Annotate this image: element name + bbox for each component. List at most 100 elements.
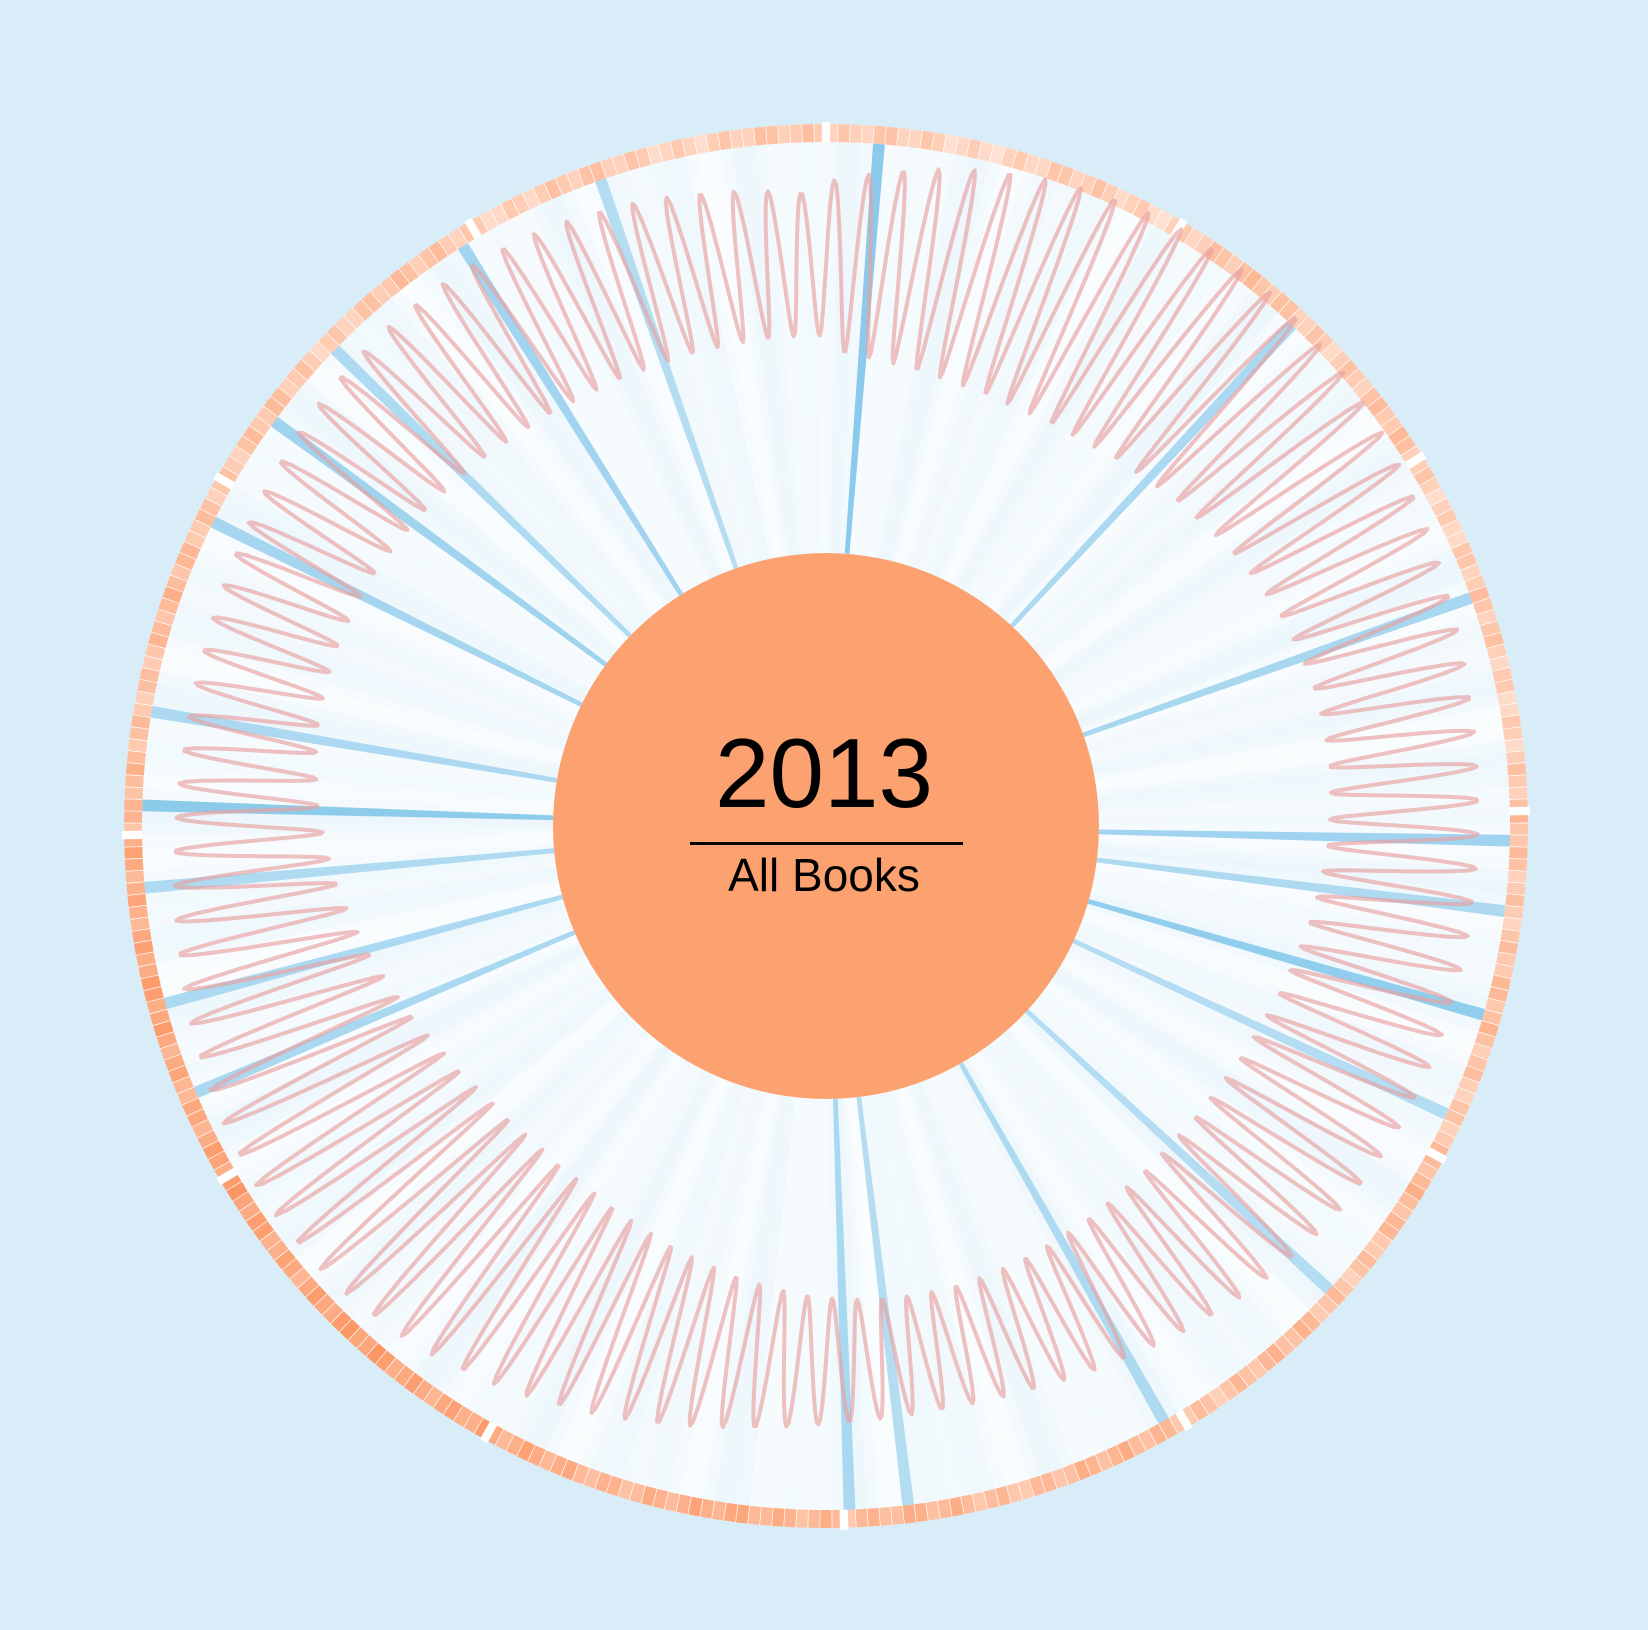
day-wedge bbox=[343, 1019, 637, 1319]
ring-segment bbox=[361, 291, 383, 313]
ring-segment bbox=[125, 870, 145, 883]
ring-segment bbox=[199, 498, 222, 517]
day-wedge bbox=[428, 262, 672, 604]
ring-segment bbox=[902, 1504, 917, 1524]
ring-segment bbox=[380, 276, 401, 298]
ring-segment bbox=[469, 215, 488, 237]
day-wedge bbox=[143, 764, 555, 807]
day-wedge bbox=[1054, 971, 1405, 1202]
ring-segment bbox=[555, 173, 573, 195]
ring-segment bbox=[1503, 726, 1523, 741]
ring-segment bbox=[348, 1327, 369, 1349]
ring-segment bbox=[223, 456, 245, 476]
ring-segment bbox=[1325, 1285, 1347, 1306]
ring-segment bbox=[1416, 1161, 1438, 1181]
ring-segment bbox=[464, 1412, 483, 1434]
day-wedge bbox=[907, 1085, 1041, 1480]
peak-bar bbox=[144, 848, 555, 894]
ring-segment bbox=[267, 1240, 289, 1261]
day-wedge bbox=[1086, 903, 1482, 1032]
day-wedge bbox=[438, 255, 676, 602]
day-wedge bbox=[208, 943, 582, 1130]
ring-segment bbox=[1507, 762, 1527, 776]
peak-bar bbox=[163, 894, 563, 1010]
ring-segment bbox=[484, 1423, 504, 1446]
day-wedge bbox=[1097, 764, 1509, 807]
ring-segment bbox=[1000, 147, 1017, 168]
ring-segment bbox=[1453, 1087, 1475, 1105]
day-wedge bbox=[1043, 987, 1378, 1240]
ring-segment bbox=[527, 1445, 546, 1467]
day-wedge bbox=[1097, 852, 1507, 906]
ring-segment bbox=[194, 508, 216, 528]
month-gap bbox=[1174, 1408, 1193, 1432]
day-wedge bbox=[144, 848, 555, 894]
ring-segment bbox=[214, 1161, 236, 1181]
outer-ring bbox=[122, 122, 1530, 1530]
ring-segment bbox=[778, 124, 791, 144]
day-wedge bbox=[153, 876, 559, 964]
day-wedge bbox=[173, 908, 568, 1043]
month-gap bbox=[213, 472, 237, 491]
ring-segment bbox=[252, 1221, 275, 1241]
day-wedge bbox=[1080, 581, 1469, 733]
ring-segment bbox=[1291, 1319, 1313, 1340]
ring-segment bbox=[126, 750, 146, 764]
day-wedge bbox=[879, 1092, 973, 1497]
ring-segment bbox=[1508, 775, 1527, 788]
ring-segment bbox=[589, 161, 606, 183]
day-wedge bbox=[895, 164, 1013, 564]
ring-segment bbox=[861, 124, 874, 144]
month-gap bbox=[821, 122, 831, 145]
ring-segment bbox=[1497, 691, 1518, 706]
ring-segment bbox=[423, 1386, 443, 1408]
ring-segment bbox=[1179, 1405, 1199, 1428]
ring-segment bbox=[1500, 928, 1520, 943]
ring-segment bbox=[151, 620, 172, 637]
day-wedge bbox=[155, 880, 560, 975]
day-wedge bbox=[226, 485, 590, 695]
day-wedge bbox=[166, 899, 565, 1021]
ring-segment bbox=[433, 1393, 453, 1415]
ring-segment bbox=[1499, 703, 1520, 718]
ring-segment bbox=[670, 138, 686, 159]
ring-segment bbox=[1509, 846, 1528, 859]
ring-segment bbox=[1397, 1191, 1420, 1211]
ring-segment bbox=[186, 1108, 208, 1127]
ring-segment bbox=[1265, 1342, 1286, 1364]
ring-segment bbox=[1464, 575, 1486, 593]
day-wedge bbox=[1055, 455, 1408, 683]
day-wedge bbox=[1079, 570, 1465, 729]
ring-segment bbox=[600, 157, 618, 179]
ring-segment bbox=[1199, 1393, 1219, 1415]
ring-segment bbox=[658, 141, 674, 162]
wedge-layer bbox=[141, 142, 1510, 1510]
ring-segment bbox=[370, 284, 392, 306]
ring-segment bbox=[943, 134, 958, 155]
ring-segment bbox=[282, 1258, 304, 1279]
ring-segment bbox=[1359, 387, 1382, 408]
day-wedge bbox=[837, 1098, 868, 1510]
peak-bar bbox=[844, 143, 885, 555]
ring-segment bbox=[1012, 150, 1029, 171]
ring-segment bbox=[1458, 1076, 1480, 1094]
day-wedge bbox=[292, 389, 616, 656]
day-wedge bbox=[347, 329, 639, 631]
day-wedge bbox=[1020, 345, 1321, 638]
day-wedge bbox=[865, 1095, 938, 1503]
ring-segment bbox=[583, 1467, 601, 1489]
ring-segment bbox=[1348, 1258, 1370, 1279]
peak-bar bbox=[833, 1098, 856, 1510]
ring-segment bbox=[1278, 299, 1300, 321]
ring-segment bbox=[124, 858, 144, 871]
ring-segment bbox=[635, 147, 652, 168]
ring-segment bbox=[232, 1191, 255, 1211]
day-wedge bbox=[295, 998, 618, 1268]
ring-segment bbox=[229, 446, 251, 466]
ring-segment bbox=[124, 846, 143, 859]
ring-segment bbox=[1122, 193, 1141, 215]
day-wedge bbox=[600, 1083, 741, 1476]
ring-segment bbox=[578, 165, 595, 187]
ring-segment bbox=[561, 1459, 579, 1481]
